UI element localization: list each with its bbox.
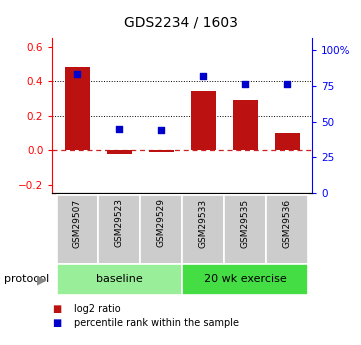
Point bbox=[284, 81, 290, 87]
Text: GSM29533: GSM29533 bbox=[199, 198, 208, 247]
Bar bbox=[191, 91, 216, 150]
Text: ▶: ▶ bbox=[37, 273, 46, 286]
Text: 20 wk exercise: 20 wk exercise bbox=[204, 275, 287, 284]
Point bbox=[200, 73, 206, 78]
Text: GSM29529: GSM29529 bbox=[157, 198, 166, 247]
Point bbox=[117, 126, 122, 131]
Bar bbox=[107, 150, 132, 154]
Text: GDS2234 / 1603: GDS2234 / 1603 bbox=[123, 16, 238, 30]
Point bbox=[158, 127, 164, 133]
Bar bbox=[65, 67, 90, 150]
Text: GSM29523: GSM29523 bbox=[115, 198, 124, 247]
Text: ■: ■ bbox=[52, 304, 62, 314]
Text: ■: ■ bbox=[52, 318, 62, 327]
Text: GSM29536: GSM29536 bbox=[283, 198, 292, 247]
Text: percentile rank within the sample: percentile rank within the sample bbox=[74, 318, 239, 327]
Bar bbox=[149, 150, 174, 152]
Bar bbox=[232, 100, 258, 150]
Text: GSM29507: GSM29507 bbox=[73, 198, 82, 247]
Text: log2 ratio: log2 ratio bbox=[74, 304, 121, 314]
Text: GSM29535: GSM29535 bbox=[241, 198, 250, 247]
Text: baseline: baseline bbox=[96, 275, 143, 284]
Text: protocol: protocol bbox=[4, 275, 49, 284]
Point bbox=[75, 71, 81, 77]
Bar bbox=[274, 133, 300, 150]
Point bbox=[242, 81, 248, 87]
